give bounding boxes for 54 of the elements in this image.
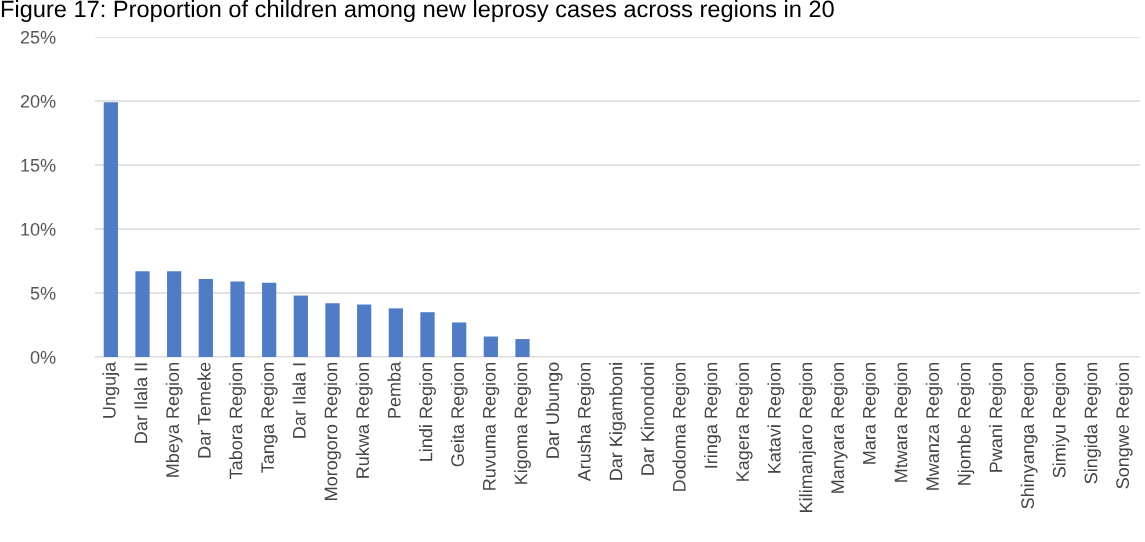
x-tick-label: Kagera Region (735, 363, 753, 481)
x-tick-label: Unguja (102, 361, 120, 418)
bar (103, 102, 118, 357)
x-tick-label: Mara Region (862, 363, 880, 464)
bar (483, 336, 498, 357)
x-tick-label: Singida Region (1084, 363, 1101, 484)
x-tick-label: Dar Temeke (197, 362, 211, 458)
x-tick-label: Kilimanjaro Region (799, 363, 816, 512)
bar (198, 278, 213, 357)
x-tick-label: Dodoma Region (672, 363, 690, 491)
bar (357, 304, 372, 357)
bar (293, 295, 308, 357)
bar (420, 312, 435, 357)
x-tick-label: Rukwa Region (355, 363, 373, 478)
x-tick-label: Dar Kinondoni (640, 363, 655, 475)
x-tick-label: Njombe Region (957, 363, 975, 485)
bar (135, 271, 150, 357)
x-tick-label: Manyara Region (830, 363, 848, 493)
x-tick-label: Geita Region (450, 363, 468, 467)
bar (452, 322, 467, 357)
x-tick-label: Tanga Region (260, 363, 278, 473)
y-tick-label: 0% (30, 350, 56, 364)
x-tick-label: Dar Ilala I (292, 363, 306, 438)
x-tick-label: Katavi Region (767, 363, 785, 473)
y-tick-label: 5% (30, 287, 56, 300)
x-tick-label: Ruvuma Region (482, 363, 500, 490)
x-tick-label: Tabora Region (229, 363, 246, 479)
x-tick-label: Dar Ubungo (545, 362, 563, 458)
y-tick-label: 10% (21, 222, 56, 236)
bar (230, 281, 245, 357)
y-tick-label: 15% (21, 159, 56, 172)
x-tick-label: Morogoro Region (324, 363, 341, 500)
bar (515, 339, 530, 357)
x-tick-label: Kigoma Region (514, 363, 531, 484)
x-tick-label: Dar Ilala II (134, 363, 148, 443)
y-tick-label: 25% (20, 30, 56, 44)
x-tick-label: Lindi Region (419, 363, 436, 461)
bar (325, 303, 340, 357)
x-tick-label: Mwanza Region (925, 363, 943, 490)
x-tick-label: Songwe Region (1115, 363, 1133, 489)
bar (167, 271, 182, 357)
x-tick-label: Shinyanga Region (1020, 363, 1038, 509)
bar (388, 308, 403, 357)
x-tick-label: Mbeya Region (165, 363, 183, 477)
x-tick-label: Simiyu Region (1052, 363, 1070, 478)
y-tick-label: 20% (20, 94, 56, 108)
x-tick-label: Iringa Region (704, 363, 721, 468)
chart-title: Figure 17: Proportion of children among new leprosy cases across regions in 20 (1, 0, 834, 23)
bar (262, 282, 277, 357)
x-tick-label: Pemba (387, 361, 401, 418)
x-tick-label: Arusha Region (577, 363, 595, 482)
x-tick-label: Mtwara Region (894, 363, 911, 482)
x-tick-label: Pwani Region (989, 363, 1006, 472)
x-tick-label: Dar Kigamboni (609, 363, 626, 480)
